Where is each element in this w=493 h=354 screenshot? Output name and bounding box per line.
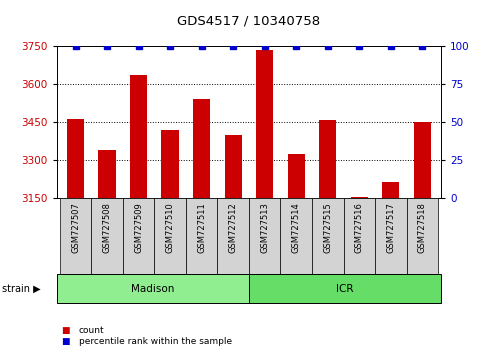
- Text: GSM727515: GSM727515: [323, 202, 332, 253]
- Bar: [382, 182, 399, 198]
- Text: ■: ■: [62, 337, 70, 346]
- Bar: [312, 198, 344, 274]
- Text: ■: ■: [62, 326, 70, 336]
- Bar: [60, 198, 91, 274]
- Bar: [414, 122, 431, 198]
- Bar: [193, 99, 211, 198]
- Text: GSM727517: GSM727517: [387, 202, 395, 253]
- Bar: [351, 197, 368, 198]
- Bar: [319, 120, 336, 198]
- Bar: [249, 198, 281, 274]
- Bar: [57, 274, 249, 303]
- Text: GSM727507: GSM727507: [71, 202, 80, 253]
- Text: GSM727518: GSM727518: [418, 202, 427, 253]
- Text: GSM727509: GSM727509: [134, 202, 143, 253]
- Text: percentile rank within the sample: percentile rank within the sample: [79, 337, 232, 346]
- Text: ICR: ICR: [336, 284, 354, 293]
- Bar: [123, 198, 154, 274]
- Bar: [154, 198, 186, 274]
- Bar: [375, 198, 407, 274]
- Text: GSM727510: GSM727510: [166, 202, 175, 253]
- Text: GDS4517 / 10340758: GDS4517 / 10340758: [177, 14, 320, 27]
- Text: GSM727508: GSM727508: [103, 202, 111, 253]
- Bar: [99, 150, 116, 198]
- Bar: [224, 135, 242, 198]
- Bar: [344, 198, 375, 274]
- Text: GSM727511: GSM727511: [197, 202, 206, 253]
- Text: GSM727516: GSM727516: [355, 202, 364, 253]
- Text: GSM727512: GSM727512: [229, 202, 238, 253]
- Text: Madison: Madison: [131, 284, 175, 293]
- Text: strain ▶: strain ▶: [2, 284, 41, 293]
- Bar: [186, 198, 217, 274]
- Bar: [130, 75, 147, 198]
- Bar: [256, 50, 274, 198]
- Bar: [217, 198, 249, 274]
- Text: GSM727513: GSM727513: [260, 202, 269, 253]
- Bar: [407, 198, 438, 274]
- Text: count: count: [79, 326, 105, 336]
- Bar: [249, 274, 441, 303]
- Text: GSM727514: GSM727514: [292, 202, 301, 253]
- Bar: [287, 154, 305, 198]
- Bar: [67, 119, 84, 198]
- Bar: [281, 198, 312, 274]
- Bar: [162, 130, 179, 198]
- Bar: [91, 198, 123, 274]
